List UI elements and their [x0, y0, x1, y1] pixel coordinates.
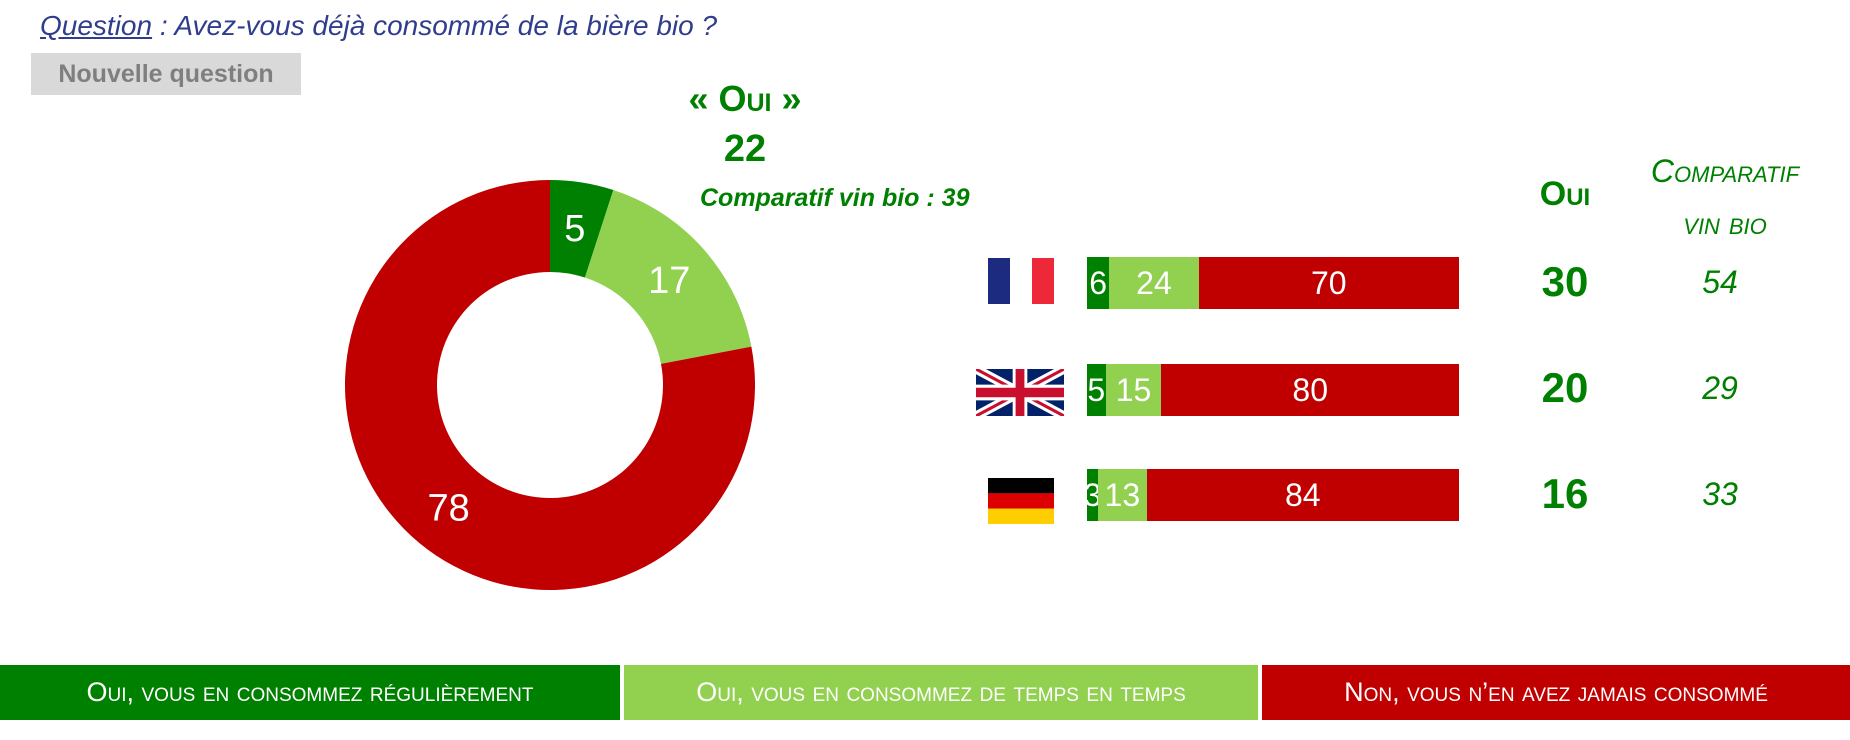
bar-segment-occasional: 24: [1109, 257, 1199, 309]
legend-never: Non, vous n’en avez jamais consommé: [1262, 665, 1850, 720]
legend-occasional: Oui, vous en consommez de temps en temps: [624, 665, 1258, 720]
legend-regular: Oui, vous en consommez régulièrement: [0, 665, 620, 720]
question-label: Question: [40, 10, 153, 41]
bar-segment-regular: 6: [1087, 257, 1110, 309]
donut-label: 5: [564, 208, 585, 250]
oui-column-header: Oui: [1539, 175, 1591, 213]
bar-segment-never: 80: [1161, 364, 1459, 416]
wine-comparison-header: Comparatif vin bio: [1610, 145, 1840, 249]
wine-comparison-header-line2: vin bio: [1683, 205, 1767, 241]
wine-value-france: 54: [1702, 264, 1738, 300]
bar-segment-occasional: 13: [1098, 469, 1147, 521]
wine-comparison-header-line1: Comparatif: [1650, 153, 1800, 189]
germany-flag-icon: [988, 478, 1054, 524]
oui-value-france: 30: [1541, 258, 1589, 305]
oui-total: 22: [723, 128, 767, 170]
france-flag-icon: [988, 258, 1054, 304]
donut-slice-regular: [550, 180, 614, 278]
question-text: : Avez-vous déjà consommé de la bière bi…: [152, 10, 718, 41]
donut-slice-occasional: [584, 190, 752, 364]
bar-segment-never: 84: [1146, 469, 1459, 521]
bar-segment-regular: 3: [1087, 469, 1099, 521]
oui-title: « Oui »: [688, 78, 802, 119]
uk-flag-icon: [976, 369, 1064, 416]
bar-row-france: 6 24 70: [1087, 257, 1459, 309]
donut-label: 78: [428, 488, 470, 530]
oui-value-germany: 16: [1541, 470, 1589, 517]
new-question-button[interactable]: Nouvelle question: [31, 53, 301, 95]
donut-chart: 5 17 78: [345, 180, 755, 590]
question-line: Question : Avez-vous déjà consommé de la…: [40, 10, 717, 42]
oui-value-uk: 20: [1541, 364, 1589, 411]
wine-value-uk: 29: [1702, 370, 1738, 406]
bar-row-uk: 5 15 80: [1087, 364, 1459, 416]
bar-segment-never: 70: [1198, 257, 1459, 309]
donut-slice-never: [345, 180, 755, 590]
bar-segment-occasional: 15: [1105, 364, 1162, 416]
donut-label: 17: [648, 260, 690, 302]
wine-comparison-note: Comparatif vin bio : 39: [700, 184, 970, 212]
bar-row-germany: 3 13 84: [1087, 469, 1459, 521]
wine-value-germany: 33: [1702, 476, 1738, 512]
bar-segment-regular: 5: [1087, 364, 1106, 416]
